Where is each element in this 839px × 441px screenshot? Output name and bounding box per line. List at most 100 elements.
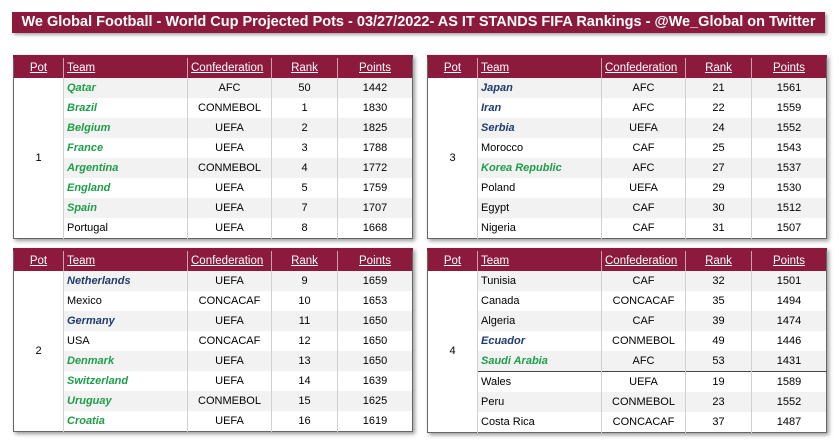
team-confederation: UEFA [187, 410, 272, 431]
column-header-confederation: Confederation [601, 55, 686, 78]
table-row: Peru CONMEBOL 23 1552 [428, 391, 827, 412]
team-rank: 31 [685, 217, 752, 238]
column-header-rank: Rank [271, 248, 338, 271]
pot-table-3: Pot Team Confederation Rank Points 3 Japan AFC 2… [427, 55, 827, 239]
team-name: Algeria [477, 310, 602, 331]
team-rank: 2 [271, 117, 338, 138]
team-confederation: UEFA [187, 177, 272, 198]
table-row: Ecuador CONMEBOL 49 1446 [428, 330, 827, 351]
team-name: Uruguay [63, 390, 188, 411]
column-header-team: Team [63, 55, 188, 78]
team-points: 1507 [751, 217, 827, 238]
table-row: Saudi Arabia AFC 53 1431 [428, 350, 827, 371]
team-points: 1668 [337, 217, 413, 238]
team-confederation: CONMEBOL [601, 391, 686, 412]
team-rank: 15 [271, 390, 338, 411]
team-points: 1530 [751, 177, 827, 198]
team-name: England [63, 177, 188, 198]
table-row: Brazil CONMEBOL 1 1830 [14, 97, 413, 118]
team-rank: 30 [685, 197, 752, 218]
team-rank: 11 [271, 310, 338, 331]
team-points: 1639 [337, 370, 413, 391]
team-rank: 4 [271, 157, 338, 178]
team-points: 1759 [337, 177, 413, 198]
column-header-team: Team [477, 55, 602, 78]
team-rank: 8 [271, 217, 338, 238]
team-name: Morocco [477, 137, 602, 158]
pot-number: 3 [427, 77, 478, 238]
column-header-rank: Rank [685, 248, 752, 271]
team-points: 1825 [337, 117, 413, 138]
team-name: Portugal [63, 217, 188, 238]
column-header-team: Team [477, 248, 602, 271]
team-rank: 39 [685, 310, 752, 331]
team-confederation: AFC [601, 77, 686, 98]
table-row: Uruguay CONMEBOL 15 1625 [14, 390, 413, 411]
team-name: Peru [477, 391, 602, 412]
team-points: 1650 [337, 330, 413, 351]
table-row: Costa Rica CONCACAF 37 1487 [428, 411, 827, 432]
team-name: Denmark [63, 350, 188, 371]
team-name: Germany [63, 310, 188, 331]
team-rank: 22 [685, 97, 752, 118]
column-header-confederation: Confederation [601, 248, 686, 271]
team-confederation: UEFA [601, 177, 686, 198]
team-points: 1543 [751, 137, 827, 158]
pot-table-4: Pot Team Confederation Rank Points 4 Tunisia CA… [427, 248, 827, 433]
team-confederation: AFC [601, 157, 686, 178]
column-header-pot: Pot [427, 55, 478, 78]
team-confederation: CONCACAF [187, 290, 272, 311]
team-rank: 32 [685, 270, 752, 291]
table-header-row: Pot Team Confederation Rank Points [13, 248, 413, 271]
table-row: Iran AFC 22 1559 [428, 97, 827, 118]
team-name: Brazil [63, 97, 188, 118]
team-name: Canada [477, 290, 602, 311]
team-points: 1650 [337, 350, 413, 371]
team-name: Mexico [63, 290, 188, 311]
team-points: 1707 [337, 197, 413, 218]
team-rank: 37 [685, 411, 752, 432]
team-points: 1653 [337, 290, 413, 311]
team-confederation: UEFA [187, 137, 272, 158]
team-confederation: UEFA [601, 370, 686, 392]
team-points: 1589 [751, 370, 827, 392]
table-row: Argentina CONMEBOL 4 1772 [14, 157, 413, 178]
table-row: Morocco CAF 25 1543 [428, 137, 827, 158]
table-row: Germany UEFA 11 1650 [14, 310, 413, 331]
team-points: 1494 [751, 290, 827, 311]
column-header-rank: Rank [685, 55, 752, 78]
team-rank: 35 [685, 290, 752, 311]
team-rank: 25 [685, 137, 752, 158]
team-confederation: AFC [601, 350, 686, 371]
team-name: Saudi Arabia [477, 350, 602, 371]
team-rank: 49 [685, 330, 752, 351]
team-rank: 9 [271, 270, 338, 291]
team-points: 1442 [337, 77, 413, 98]
team-confederation: UEFA [187, 350, 272, 371]
team-name: Argentina [63, 157, 188, 178]
team-name: Tunisia [477, 270, 602, 291]
column-header-pot: Pot [13, 55, 64, 78]
team-confederation: CAF [601, 217, 686, 238]
table-row: France UEFA 3 1788 [14, 137, 413, 158]
column-header-rank: Rank [271, 55, 338, 78]
table-row: Spain UEFA 7 1707 [14, 197, 413, 218]
team-rank: 10 [271, 290, 338, 311]
team-confederation: UEFA [187, 270, 272, 291]
team-points: 1561 [751, 77, 827, 98]
team-rank: 27 [685, 157, 752, 178]
team-confederation: CAF [601, 310, 686, 331]
column-header-points: Points [337, 248, 413, 271]
team-rank: 14 [271, 370, 338, 391]
team-rank: 24 [685, 117, 752, 138]
team-rank: 29 [685, 177, 752, 198]
column-header-team: Team [63, 248, 188, 271]
table-header-row: Pot Team Confederation Rank Points [13, 55, 413, 78]
team-name: USA [63, 330, 188, 351]
table-row: 2 Netherlands UEFA 9 1659 [13, 270, 413, 431]
pot-table-2: Pot Team Confederation Rank Points 2 Netherlan… [13, 248, 413, 432]
team-rank: 50 [271, 77, 338, 98]
column-header-confederation: Confederation [187, 55, 272, 78]
team-name: France [63, 137, 188, 158]
column-header-points: Points [337, 55, 413, 78]
